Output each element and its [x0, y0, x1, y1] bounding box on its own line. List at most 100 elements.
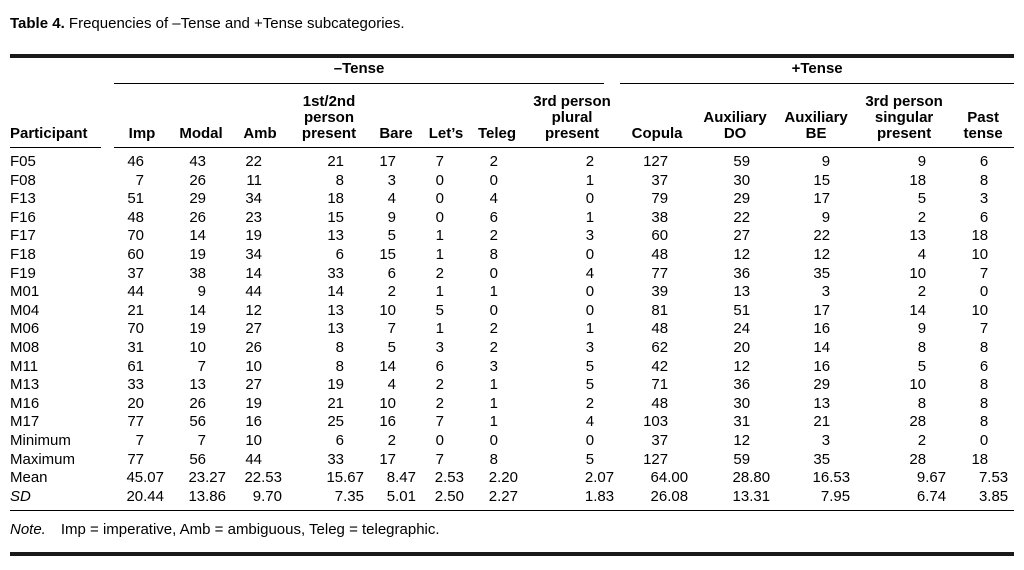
table-cell: 15.67: [326, 469, 364, 487]
table-cell: 37: [651, 171, 669, 189]
table-cell: 5: [585, 357, 595, 375]
table-cell: 35: [813, 264, 831, 282]
table-row: M04 21 14 12 13 10 5 0 0 81 51 17 14 10: [10, 302, 1014, 321]
table-cell: 23: [245, 208, 262, 226]
table-cell: 48: [127, 208, 144, 226]
table-cell: 10: [245, 431, 262, 449]
table-row: M13 33 13 27 19 4 2 1 5 71 36 29 10 8: [10, 376, 1014, 395]
table-cell: 18: [971, 227, 989, 245]
table-cell: 7.53: [978, 469, 1009, 487]
table-cell: 4: [585, 413, 595, 431]
table-cell: 127: [643, 153, 669, 170]
row-label: Minimum: [10, 431, 71, 449]
table-row: F18 60 19 34 6 15 1 8 0 48 12 12 4 10: [10, 246, 1014, 265]
table-cell: 19: [189, 320, 206, 338]
table-cell: 0: [979, 283, 989, 301]
table-cell: 9: [387, 208, 396, 226]
table-cell: 6: [335, 431, 344, 449]
table-cell: 18: [971, 450, 989, 468]
table-cell: 17: [813, 190, 831, 208]
table-cell: 2.27: [488, 487, 518, 505]
table-cell: 34: [245, 245, 262, 263]
table-cell: 28.80: [732, 469, 771, 487]
table-cell: 20: [127, 394, 144, 412]
table-cell: 1: [489, 394, 498, 412]
table-cell: 27: [245, 320, 262, 338]
table-cell: 4: [917, 245, 927, 263]
table-cell: 2: [435, 376, 444, 394]
table-row: M01 44 9 44 14 2 1 1 0 39 13 3 2 0: [10, 283, 1014, 302]
table-cell: 2: [585, 394, 595, 412]
column-header: Imp: [114, 84, 170, 148]
table-cell: 2.50: [434, 487, 464, 505]
table-cell: 103: [643, 413, 669, 431]
table-cell: 10: [189, 338, 206, 356]
table-cell: 42: [651, 357, 669, 375]
group-header-spacer: [10, 56, 114, 84]
table-cell: 0: [489, 264, 498, 282]
table-cell: 17: [379, 153, 396, 170]
table-cell: 6: [979, 357, 989, 375]
table-cell: 1: [435, 227, 444, 245]
table-cell: 7: [979, 264, 989, 282]
column-header: 3rd person plural present: [524, 84, 621, 148]
table-cell: 8: [979, 413, 989, 431]
table-row: Mean 45.07 23.27 22.53 15.67 8.47 2.53 2.20 2.07…: [10, 469, 1014, 488]
row-label: Maximum: [10, 450, 76, 468]
table-cell: 0: [489, 301, 498, 319]
table-row: F05 46 43 22 21 17 7 2 2 127 59 9 9 6: [10, 148, 1014, 172]
row-label: SD: [10, 487, 31, 505]
table-cell: 13.86: [188, 487, 226, 505]
table-cell: 7: [435, 153, 444, 170]
table-cell: 10: [971, 301, 989, 319]
table-row: Minimum 7 7 10 6 2 0 0 0 37 12 3 2 0: [10, 432, 1014, 451]
table-cell: 8: [335, 171, 344, 189]
table-cell: 3: [821, 283, 831, 301]
table-cell: 8: [335, 338, 344, 356]
table-cell: 14: [189, 227, 206, 245]
table-cell: 70: [127, 320, 144, 338]
table-cell: 64.00: [650, 469, 689, 487]
table-cell: 0: [435, 171, 444, 189]
table-cell: 7: [435, 450, 444, 468]
table-cell: 0: [585, 190, 595, 208]
table-row: M17 77 56 16 25 16 7 1 4 103 31 21 28 8: [10, 413, 1014, 432]
table-cell: 14: [245, 264, 262, 282]
page: Table 4. Frequencies of –Tense and +Tens…: [0, 15, 1024, 557]
row-label: F17: [10, 227, 36, 245]
table-cell: 8: [979, 171, 989, 189]
table-cell: 19: [245, 227, 262, 245]
row-label: F19: [10, 264, 36, 282]
table-cell: 37: [127, 264, 144, 282]
table-cell: 6: [489, 208, 498, 226]
table-cell: 6: [979, 153, 989, 170]
table-cell: 1: [489, 376, 498, 394]
table-cell: 38: [189, 264, 206, 282]
table-cell: 14: [813, 338, 831, 356]
group-header-plus-tense-label: +Tense: [791, 60, 843, 77]
table-note-text: Imp = imperative, Amb = ambiguous, Teleg…: [60, 521, 440, 539]
table-cell: 12: [733, 357, 751, 375]
table-cell: 12: [813, 245, 831, 263]
table-cell: 9.67: [916, 469, 947, 487]
table-cell: 14: [909, 301, 927, 319]
table-cell: 1: [585, 208, 595, 226]
table-cell: 26: [189, 394, 206, 412]
table-cell: 29: [189, 190, 206, 208]
table-cell: 17: [813, 301, 831, 319]
table-cell: 33: [327, 264, 344, 282]
table-cell: 12: [733, 245, 751, 263]
table-cell: 15: [813, 171, 831, 189]
table-cell: 9: [917, 153, 927, 170]
table-cell: 79: [651, 190, 669, 208]
table-title: Table 4. Frequencies of –Tense and +Tens…: [10, 15, 1014, 33]
row-label: M17: [10, 413, 40, 431]
table-cell: 14: [379, 357, 396, 375]
table-row: F17 70 14 19 13 5 1 2 3 60 27 22 13 18: [10, 227, 1014, 246]
table-cell: 37: [651, 431, 669, 449]
table-cell: 2.20: [488, 469, 518, 487]
table-cell: 0: [979, 431, 989, 449]
table-cell: 13: [813, 394, 831, 412]
group-header-minus-tense-label: –Tense: [333, 60, 385, 77]
table-cell: 16: [813, 320, 831, 338]
